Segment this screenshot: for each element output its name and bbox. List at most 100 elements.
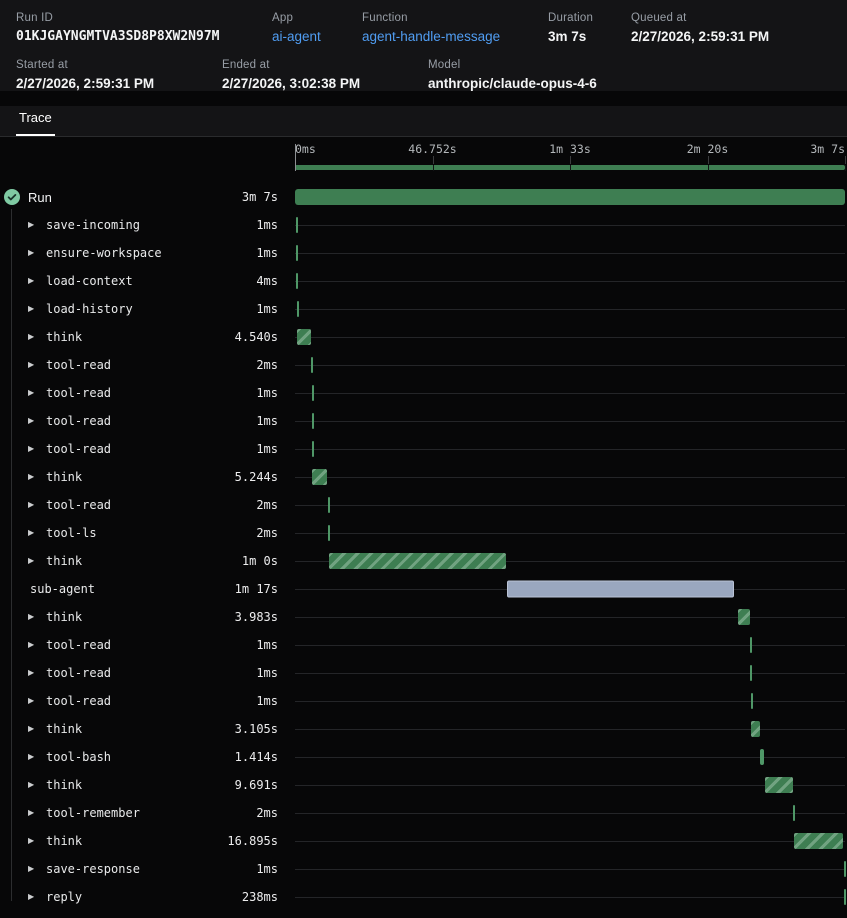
minimap-tick-gap: [570, 165, 571, 171]
trace-span-row[interactable]: ▶ think 3.983s: [0, 603, 845, 631]
span-bar[interactable]: [295, 217, 298, 233]
span-bar[interactable]: [311, 357, 314, 373]
trace-span-row[interactable]: ▶ save-response 1ms: [0, 855, 846, 883]
field-label: Ended at: [222, 59, 270, 71]
span-bar[interactable]: [311, 441, 314, 457]
span-bar[interactable]: [750, 665, 753, 681]
span-name: sub-agent: [30, 582, 96, 596]
trace-span-row[interactable]: ▶ tool-ls 2ms: [0, 519, 845, 547]
expand-arrow-icon[interactable]: ▶: [28, 528, 35, 537]
span-name: reply: [46, 890, 83, 904]
trace-span-row[interactable]: ▶ Run 3m 7s: [0, 183, 845, 211]
span-bar[interactable]: [327, 497, 330, 513]
expand-arrow-icon[interactable]: ▶: [28, 864, 35, 873]
tab-bar: Trace: [0, 106, 847, 137]
span-bar[interactable]: [312, 469, 328, 485]
tab-trace[interactable]: Trace: [16, 110, 55, 136]
span-bar[interactable]: [328, 525, 331, 541]
trace-span-row[interactable]: ▶ think 3.105s: [0, 715, 845, 743]
expand-arrow-icon[interactable]: ▶: [28, 724, 35, 733]
app-link[interactable]: ai-agent: [272, 29, 321, 44]
trace-span-row[interactable]: ▶ tool-read 1ms: [0, 687, 845, 715]
trace-span-row[interactable]: ▶ think 5.244s: [0, 463, 845, 491]
span-bar[interactable]: [311, 385, 314, 401]
span-bar[interactable]: [296, 301, 299, 317]
span-bar[interactable]: [750, 693, 753, 709]
span-row-left: ▶ load-history 1ms: [0, 295, 295, 323]
span-bar[interactable]: [328, 553, 507, 569]
trace-span-row[interactable]: ▶ ensure-workspace 1ms: [0, 239, 845, 267]
span-bar[interactable]: [295, 189, 845, 205]
trace-span-row[interactable]: ▶ tool-read 1ms: [0, 435, 845, 463]
expand-arrow-icon[interactable]: ▶: [28, 556, 35, 565]
expand-arrow-icon[interactable]: ▶: [28, 304, 35, 313]
expand-arrow-icon[interactable]: ▶: [28, 220, 35, 229]
span-bar[interactable]: [750, 721, 760, 737]
metadata-row-1: Run ID 01KJGAYNGMTVA3SD8P8XW2N97M App ai…: [16, 12, 831, 44]
field-function: Function agent-handle-message: [362, 12, 548, 44]
expand-arrow-icon[interactable]: ▶: [28, 752, 35, 761]
expand-arrow-icon[interactable]: ▶: [28, 836, 35, 845]
span-bar[interactable]: [764, 777, 794, 793]
span-row-left: ▶ tool-read 1ms: [0, 407, 295, 435]
expand-arrow-icon[interactable]: ▶: [28, 668, 35, 677]
expand-arrow-icon[interactable]: ▶: [28, 640, 35, 649]
expand-arrow-icon[interactable]: ▶: [28, 780, 35, 789]
span-row-left: ▶ think 5.244s: [0, 463, 295, 491]
trace-span-row[interactable]: ▶ tool-read 1ms: [0, 659, 845, 687]
expand-arrow-icon[interactable]: ▶: [28, 416, 35, 425]
span-bar[interactable]: [843, 889, 846, 905]
trace-span-row[interactable]: ▶ tool-read 2ms: [0, 491, 845, 519]
trace-span-row[interactable]: ▶ sub-agent 1m 17s: [0, 575, 845, 603]
expand-arrow-icon[interactable]: ▶: [28, 892, 35, 901]
span-name: think: [46, 610, 83, 624]
span-bar[interactable]: [311, 413, 314, 429]
started-at-value: 2/27/2026, 2:59:31 PM: [16, 76, 155, 91]
expand-arrow-icon[interactable]: ▶: [28, 808, 35, 817]
span-bar[interactable]: [737, 609, 750, 625]
expand-arrow-icon[interactable]: ▶: [28, 332, 35, 341]
span-bar[interactable]: [296, 245, 299, 261]
trace-span-row[interactable]: ▶ tool-read 1ms: [0, 407, 845, 435]
trace-span-row[interactable]: ▶ save-incoming 1ms: [0, 211, 845, 239]
trace-span-row[interactable]: ▶ tool-read 2ms: [0, 351, 845, 379]
trace-span-row[interactable]: ▶ think 16.895s: [0, 827, 845, 855]
span-bar[interactable]: [750, 637, 753, 653]
span-name: think: [46, 722, 83, 736]
span-bar[interactable]: [793, 833, 844, 849]
trace-span-row[interactable]: ▶ think 1m 0s: [0, 547, 845, 575]
expand-arrow-icon[interactable]: ▶: [28, 444, 35, 453]
expand-arrow-icon[interactable]: ▶: [28, 500, 35, 509]
span-track: [295, 491, 845, 519]
trace-span-row[interactable]: ▶ tool-read 1ms: [0, 379, 845, 407]
trace-span-row[interactable]: ▶ reply 238ms: [0, 883, 846, 911]
function-link[interactable]: agent-handle-message: [362, 29, 501, 44]
expand-arrow-icon[interactable]: ▶: [28, 696, 35, 705]
trace-span-row[interactable]: ▶ load-history 1ms: [0, 295, 845, 323]
span-bar[interactable]: [297, 329, 311, 345]
trace-span-row[interactable]: ▶ tool-bash 1.414s: [0, 743, 845, 771]
expand-arrow-icon[interactable]: ▶: [28, 276, 35, 285]
expand-arrow-icon[interactable]: ▶: [28, 388, 35, 397]
field-label: App: [272, 12, 294, 24]
span-bar[interactable]: [843, 861, 846, 877]
expand-arrow-icon[interactable]: ▶: [28, 612, 35, 621]
queued-at-value: 2/27/2026, 2:59:31 PM: [631, 29, 770, 44]
trace-span-row[interactable]: ▶ tool-remember 2ms: [0, 799, 845, 827]
trace-span-row[interactable]: ▶ tool-read 1ms: [0, 631, 845, 659]
expand-arrow-icon[interactable]: ▶: [28, 472, 35, 481]
axis-tick-mark: [707, 156, 709, 164]
span-bar[interactable]: [506, 580, 735, 598]
span-row-left: ▶ tool-read 2ms: [0, 351, 295, 379]
span-bar[interactable]: [760, 749, 765, 765]
span-duration: 1ms: [256, 302, 278, 316]
trace-span-row[interactable]: ▶ think 4.540s: [0, 323, 845, 351]
span-bar[interactable]: [296, 273, 299, 289]
span-bar[interactable]: [793, 805, 796, 821]
trace-span-row[interactable]: ▶ think 9.691s: [0, 771, 845, 799]
expand-arrow-icon[interactable]: ▶: [28, 360, 35, 369]
success-check-icon: [4, 189, 20, 205]
trace-span-row[interactable]: ▶ load-context 4ms: [0, 267, 845, 295]
expand-arrow-icon[interactable]: ▶: [28, 248, 35, 257]
span-rows: ▶ Run 3m 7s ▶ save-incoming 1ms ▶: [0, 183, 846, 911]
